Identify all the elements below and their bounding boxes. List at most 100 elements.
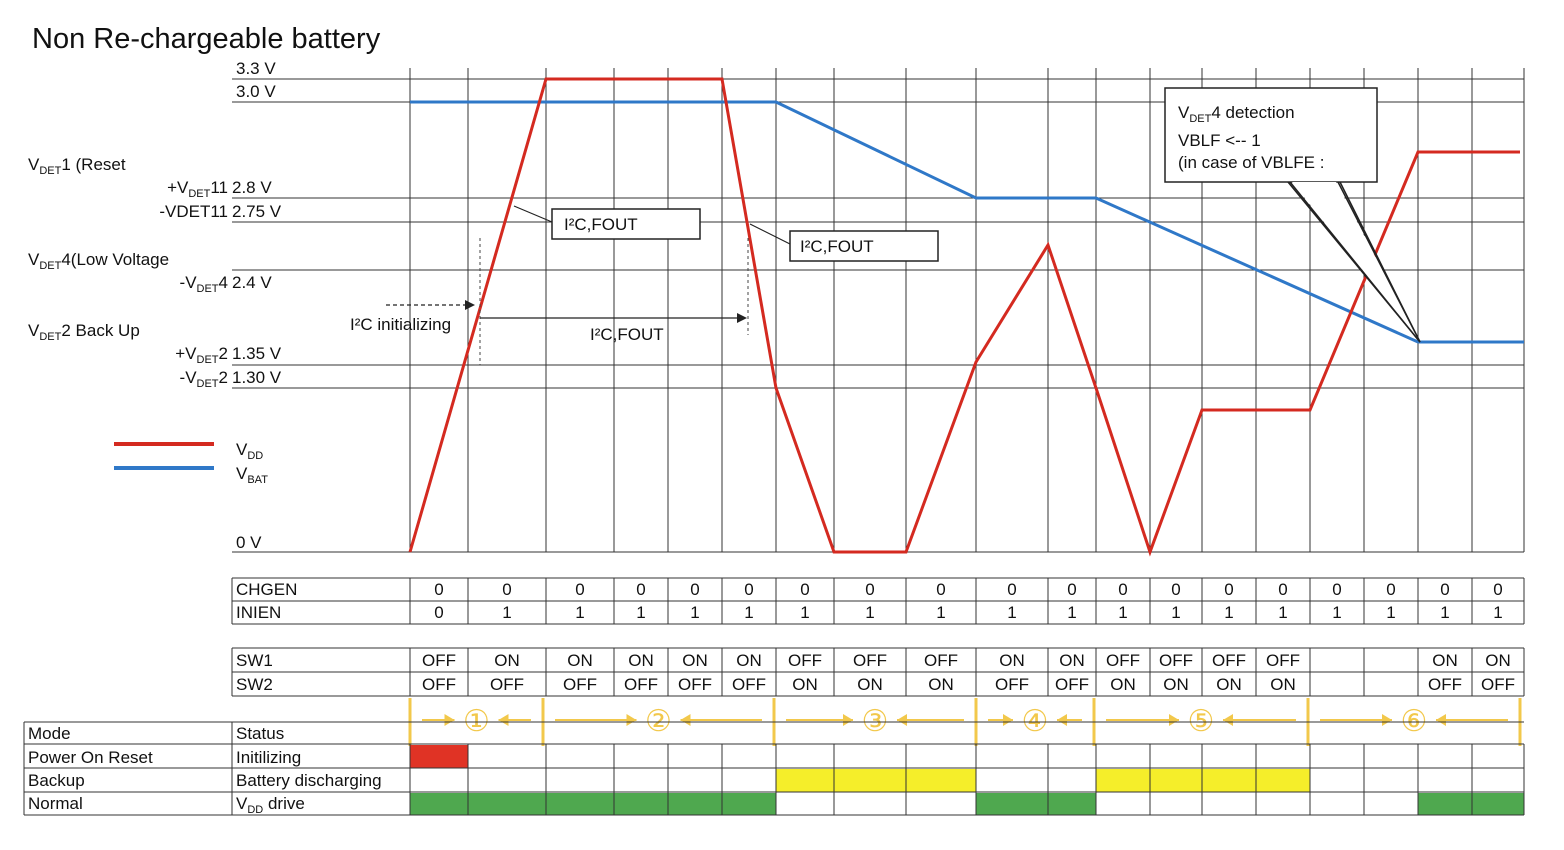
normal-mode-cell bbox=[976, 793, 1096, 815]
signal-cell: OFF bbox=[490, 675, 524, 694]
signal-cell: 1 bbox=[1067, 603, 1076, 622]
legend-vbat-label: VBAT bbox=[236, 464, 268, 486]
voltage-tick-label: 3.0 V bbox=[236, 82, 276, 101]
signal-cell: 0 bbox=[1118, 580, 1127, 599]
phase-arrow-left-head bbox=[498, 714, 509, 726]
signal-cell: OFF bbox=[563, 675, 597, 694]
signal-cell: OFF bbox=[1266, 651, 1300, 670]
signal-cell: OFF bbox=[624, 675, 658, 694]
i2c-fout-label-1: I²C,FOUT bbox=[564, 215, 638, 234]
signal-cell: 0 bbox=[1440, 580, 1449, 599]
i2c-init-annotation: I²C initializing I²C,FOUT bbox=[350, 238, 749, 365]
signal-cell: 1 bbox=[1493, 603, 1502, 622]
signal-cell: ON bbox=[682, 651, 708, 670]
signal-cell: 0 bbox=[636, 580, 645, 599]
signal-row-label: SW1 bbox=[236, 651, 273, 670]
signal-cell: ON bbox=[494, 651, 520, 670]
signal-cell: 1 bbox=[636, 603, 645, 622]
signal-cell: 1 bbox=[1386, 603, 1395, 622]
signal-cell: ON bbox=[1059, 651, 1085, 670]
status-initializing: Initilizing bbox=[236, 748, 301, 767]
signal-cell: OFF bbox=[788, 651, 822, 670]
signal-cell: 1 bbox=[502, 603, 511, 622]
signal-cell: OFF bbox=[678, 675, 712, 694]
signal-row-label: CHGEN bbox=[236, 580, 297, 599]
voltage-tick-label: 2.4 V bbox=[232, 273, 272, 292]
phase-arrow-right-head bbox=[444, 714, 455, 726]
i2c-fout-label-2: I²C,FOUT bbox=[800, 237, 874, 256]
vdet11-plus-label: +VDET11 bbox=[167, 178, 228, 200]
mode-power-on-reset: Power On Reset bbox=[28, 748, 153, 767]
signal-cell: 1 bbox=[1278, 603, 1287, 622]
signal-cell: ON bbox=[1110, 675, 1136, 694]
callout-i2c-fout-2: I²C,FOUT bbox=[749, 223, 939, 262]
phase-arrow-left-head bbox=[1436, 714, 1446, 726]
signal-cell: ON bbox=[1216, 675, 1242, 694]
status-battery-discharging: Battery discharging bbox=[236, 771, 382, 790]
signal-cell: 1 bbox=[1007, 603, 1016, 622]
phase-arrow-left-head bbox=[897, 714, 907, 726]
phase-arrow-right-head bbox=[626, 714, 637, 726]
signal-cell: 0 bbox=[1224, 580, 1233, 599]
mode-normal: Normal bbox=[28, 794, 83, 813]
signal-cell: OFF bbox=[924, 651, 958, 670]
signal-cell: 0 bbox=[502, 580, 511, 599]
phase-arrow-left-head bbox=[1057, 714, 1067, 726]
signal-cell: OFF bbox=[1481, 675, 1515, 694]
backup-mode-cell bbox=[1096, 769, 1310, 792]
signal-cell: 1 bbox=[936, 603, 945, 622]
signal-cell: 0 bbox=[434, 603, 443, 622]
signal-cell: OFF bbox=[422, 675, 456, 694]
signal-cell: 0 bbox=[800, 580, 809, 599]
signal-cell: OFF bbox=[995, 675, 1029, 694]
signal-cell: 1 bbox=[690, 603, 699, 622]
voltage-tick-label: 1.30 V bbox=[232, 368, 282, 387]
voltage-tick-label: 0 V bbox=[236, 533, 262, 552]
signal-cell: ON bbox=[792, 675, 818, 694]
mode-header: Mode bbox=[28, 724, 71, 743]
signal-cell: 0 bbox=[1171, 580, 1180, 599]
callout-i2c-fout-1: I²C,FOUT bbox=[513, 205, 701, 240]
signal-cell: 0 bbox=[1278, 580, 1287, 599]
voltage-tick-label: 1.35 V bbox=[232, 344, 282, 363]
backup-mode-cell bbox=[776, 769, 976, 792]
signal-cell: 0 bbox=[1493, 580, 1502, 599]
signal-cell: 1 bbox=[865, 603, 874, 622]
signal-cell: ON bbox=[628, 651, 654, 670]
signal-cell: 0 bbox=[744, 580, 753, 599]
legend: VDD VBAT bbox=[114, 440, 268, 486]
normal-mode-cell bbox=[1418, 793, 1524, 815]
signal-table: CHGEN 0 0 0 0 0 0 0 0 0 0 0 0 0 0 0 0 0 0 0 INIEN 0 1 1 1 1 1 1 1 1 1 1… bbox=[231, 577, 1525, 697]
normal-mode-cell bbox=[410, 793, 776, 815]
vdet11-minus-label: -VDET11 bbox=[159, 202, 228, 221]
vdet4-minus-label: -VDET4 bbox=[180, 273, 228, 295]
signal-cell: 1 bbox=[1224, 603, 1233, 622]
diagram-title: Non Re-chargeable battery bbox=[32, 23, 381, 55]
signal-cell: ON bbox=[857, 675, 883, 694]
phase-arrow-right-head bbox=[843, 714, 853, 726]
signal-cell: ON bbox=[999, 651, 1025, 670]
signal-cell: ON bbox=[928, 675, 954, 694]
voltage-tick-label: 2.75 V bbox=[232, 202, 282, 221]
vdet2-plus-label: +VDET2 bbox=[175, 344, 228, 366]
signal-cell: 1 bbox=[1440, 603, 1449, 622]
signal-cell: OFF bbox=[1212, 651, 1246, 670]
signal-row-label: INIEN bbox=[236, 603, 281, 622]
signal-cell: ON bbox=[1432, 651, 1458, 670]
signal-cell: OFF bbox=[1428, 675, 1462, 694]
mode-backup: Backup bbox=[28, 771, 85, 790]
reset-mode-cell bbox=[410, 745, 468, 768]
threshold-labels: VDET1 (Reset +VDET11 -VDET11 VDET4(Low V… bbox=[28, 155, 228, 390]
signal-cell: 1 bbox=[800, 603, 809, 622]
status-vdd-drive: VDD drive bbox=[236, 794, 305, 816]
i2c-initializing-label: I²C initializing bbox=[350, 315, 451, 334]
signal-cell: 0 bbox=[1332, 580, 1341, 599]
phase-arrow-left-head bbox=[1223, 714, 1233, 726]
signal-cell: 0 bbox=[690, 580, 699, 599]
phase-arrow-left-head bbox=[680, 714, 691, 726]
vdet4-detection-line3: (in case of VBLFE : bbox=[1178, 153, 1324, 172]
phase-arrow-right-head bbox=[1003, 714, 1013, 726]
vdet2-minus-label: -VDET2 bbox=[180, 368, 228, 390]
signal-cell: OFF bbox=[1106, 651, 1140, 670]
